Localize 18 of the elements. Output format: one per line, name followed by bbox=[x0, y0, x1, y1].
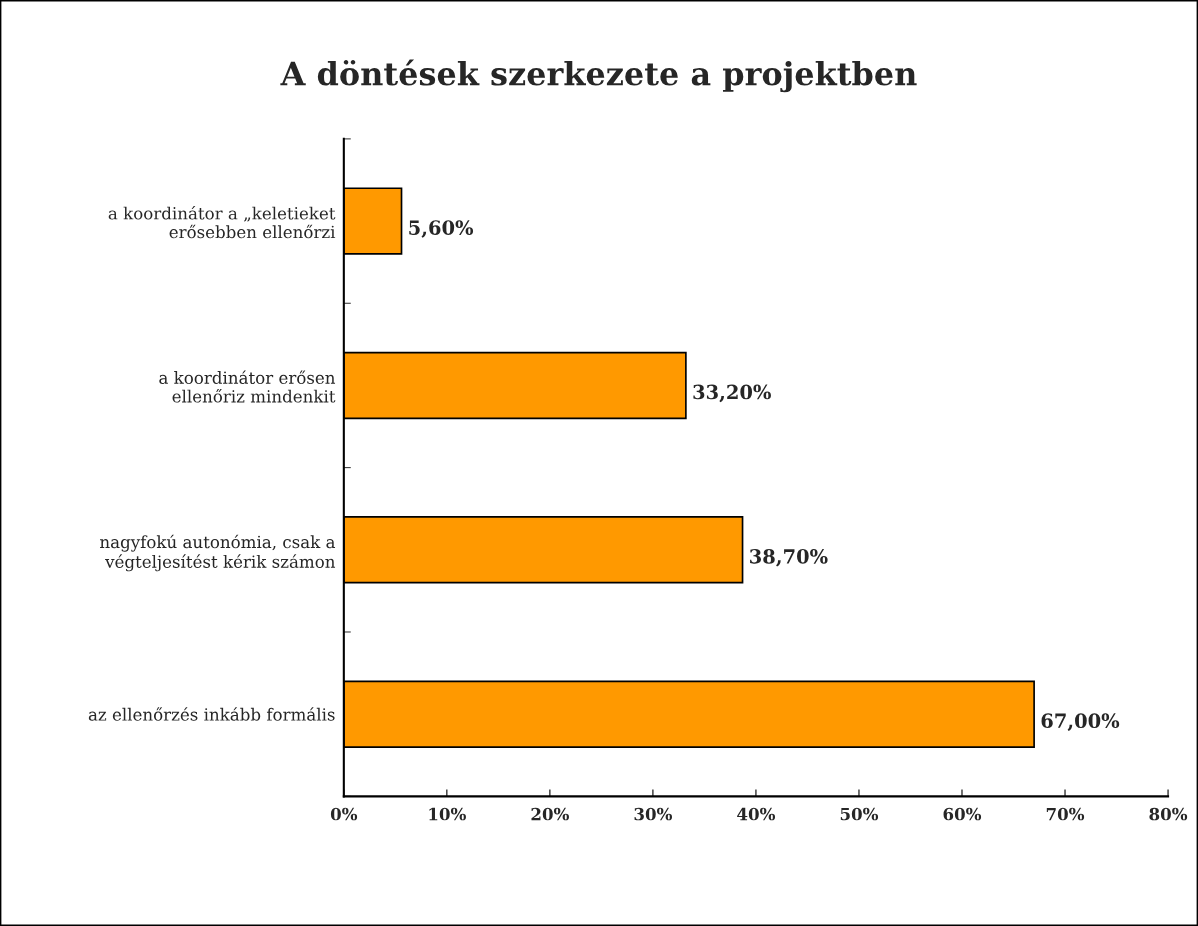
x-tick-label: 40% bbox=[737, 807, 776, 821]
x-tick-label: 0% bbox=[330, 807, 358, 821]
x-tick-label: 80% bbox=[1149, 807, 1188, 821]
chart-title: A döntések szerkezete a projektben bbox=[280, 59, 917, 93]
x-tick-label: 70% bbox=[1046, 807, 1085, 821]
data-label: 33,20% bbox=[693, 384, 771, 403]
data-label: 38,70% bbox=[750, 548, 828, 567]
y-tick-label: a koordinátor a „keletieket erősebben ellenőrzi bbox=[108, 206, 336, 239]
data-label: 5,60% bbox=[409, 220, 474, 238]
y-tick-label: nagyfokú autonómia, csak a végteljesítést kérik számon bbox=[100, 534, 336, 572]
y-tick-label: az ellenőrzés inkább formális bbox=[88, 707, 335, 721]
x-tick-label: 30% bbox=[634, 807, 673, 821]
x-tick-label: 60% bbox=[943, 807, 982, 821]
x-tick-label: 10% bbox=[429, 807, 466, 821]
x-tick-label: 50% bbox=[840, 807, 879, 821]
y-tick-label: a koordinátor erősen ellenőriz mindenkit bbox=[159, 370, 336, 403]
data-label: 67,00% bbox=[1041, 713, 1120, 731]
x-tick-label: 20% bbox=[531, 807, 569, 821]
